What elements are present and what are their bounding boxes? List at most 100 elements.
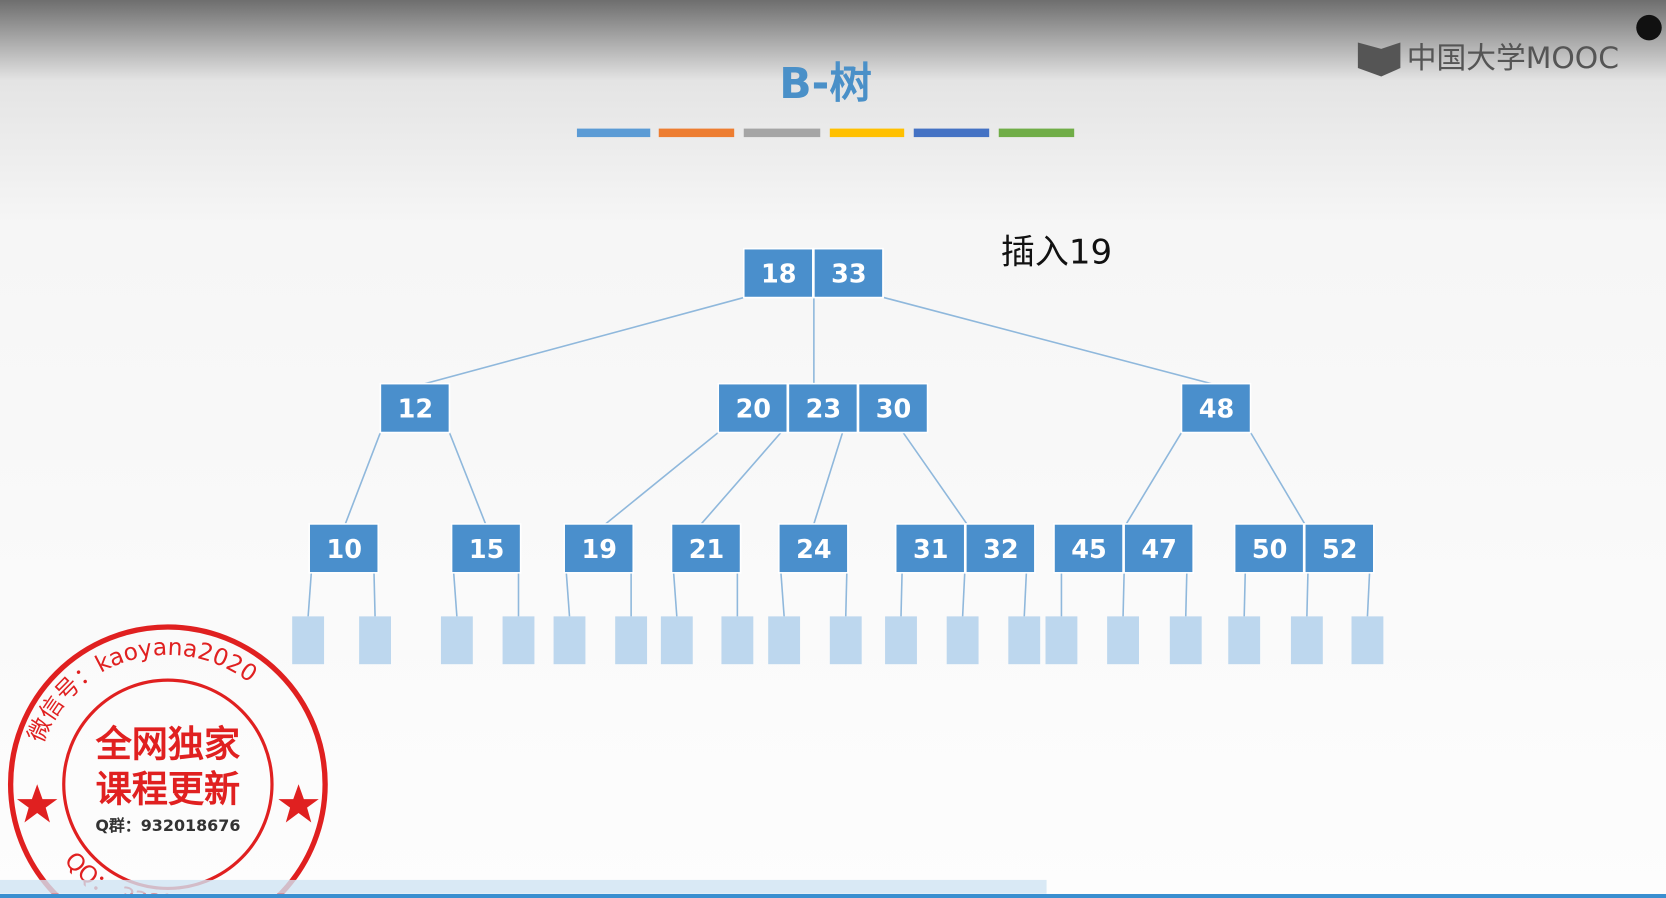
key-label: 19 (582, 535, 617, 565)
logo-text: 中国大学MOOC (1407, 41, 1619, 76)
leaf-node (615, 616, 648, 665)
tree-node-n19: 19 (563, 523, 635, 574)
key-cell (670, 523, 742, 574)
player-avatar-icon[interactable] (1636, 14, 1662, 41)
key-cell (379, 382, 451, 434)
tree-edge (813, 432, 844, 525)
leaf-node (946, 616, 979, 665)
key-cell (965, 523, 1036, 574)
tree-node-root: 18 33 (742, 247, 884, 299)
insert-annotation: 插入19 (1001, 233, 1112, 273)
key-cell (1053, 523, 1124, 574)
tree-leaves (292, 616, 1384, 665)
tree-edge (902, 432, 968, 525)
tree-node-n48: 48 (1180, 382, 1252, 434)
accent-bar (743, 128, 821, 138)
leaf-node (885, 616, 917, 665)
leaf-node (1351, 616, 1384, 665)
leaf-edge (1306, 572, 1309, 617)
leaf-edge (780, 572, 785, 617)
star-icon (17, 784, 58, 823)
tree-edge (1249, 432, 1306, 525)
tree-edge (1125, 432, 1183, 525)
leaf-edge (307, 572, 313, 617)
key-cell (1123, 523, 1194, 574)
tree-edge (605, 431, 719, 525)
leaf-node (660, 616, 693, 665)
stamp-line1: 全网独家 (95, 723, 240, 766)
key-label: 12 (398, 395, 433, 425)
leaf-edge (452, 572, 458, 617)
mooc-logo: 中国大学MOOC (1357, 41, 1619, 77)
key-label: 33 (831, 260, 866, 290)
key-cell (857, 382, 929, 434)
key-cell (1180, 382, 1252, 434)
leaf-node (1008, 616, 1041, 665)
accent-bar (829, 128, 905, 138)
key-cell (894, 523, 966, 574)
tree-edges (307, 296, 1371, 617)
star-icon (278, 784, 319, 823)
key-cell (787, 382, 859, 434)
key-label: 50 (1252, 535, 1287, 565)
tree-node-n45: 45 47 (1053, 523, 1194, 574)
key-cell (308, 523, 380, 574)
stamp-qq-group: Q群：932018676 (95, 816, 240, 835)
accent-bars (576, 128, 1075, 138)
tree-node-n24: 24 (778, 523, 849, 574)
leaf-node (553, 616, 586, 665)
leaf-node (1290, 616, 1323, 665)
key-label: 48 (1199, 395, 1234, 425)
tree-edge (344, 432, 382, 525)
progress-strip (0, 879, 1047, 894)
tree-node-n21: 21 (670, 523, 742, 574)
leaf-edge (672, 572, 678, 617)
tree-node-n12: 12 (379, 382, 451, 434)
key-label: 20 (736, 395, 771, 425)
leaf-node (1228, 616, 1261, 665)
leaf-node (440, 616, 473, 665)
key-label: 30 (876, 395, 911, 425)
tree-node-n10: 10 (308, 523, 380, 574)
key-cell (1233, 523, 1305, 574)
book-logo-icon (1357, 42, 1401, 77)
key-label: 15 (469, 535, 504, 565)
key-label: 52 (1322, 535, 1357, 565)
key-label: 21 (689, 535, 724, 565)
tree-edge (883, 296, 1212, 385)
key-cell (1303, 523, 1375, 574)
leaf-node (502, 616, 535, 665)
key-cell (742, 247, 814, 299)
key-cell (813, 247, 884, 299)
key-label: 18 (761, 260, 796, 290)
key-label: 45 (1071, 535, 1106, 565)
accent-bar (998, 128, 1075, 138)
leaf-node (721, 616, 754, 665)
accent-bar (913, 128, 990, 138)
tree-edge (448, 432, 487, 525)
leaf-edge (373, 572, 376, 617)
leaf-edge (1366, 572, 1371, 617)
leaf-node (1107, 616, 1139, 665)
key-label: 32 (983, 535, 1018, 565)
leaf-edge (1243, 572, 1247, 617)
leaf-edge (565, 572, 571, 617)
key-cell (563, 523, 635, 574)
tree-edge (700, 432, 782, 525)
accent-bar (576, 128, 651, 138)
leaf-node (768, 616, 801, 665)
leaf-edge (900, 572, 903, 617)
leaf-edge (1184, 572, 1188, 617)
tree-node-n20: 20 23 30 (717, 382, 929, 434)
key-label: 23 (806, 395, 841, 425)
video-progress-bar[interactable] (0, 894, 1666, 898)
leaf-node (292, 616, 325, 665)
leaf-edge (1122, 572, 1125, 617)
key-cell (778, 523, 849, 574)
key-label: 10 (327, 535, 362, 565)
leaf-node (1045, 616, 1078, 665)
tree-node-n15: 15 (450, 523, 522, 574)
